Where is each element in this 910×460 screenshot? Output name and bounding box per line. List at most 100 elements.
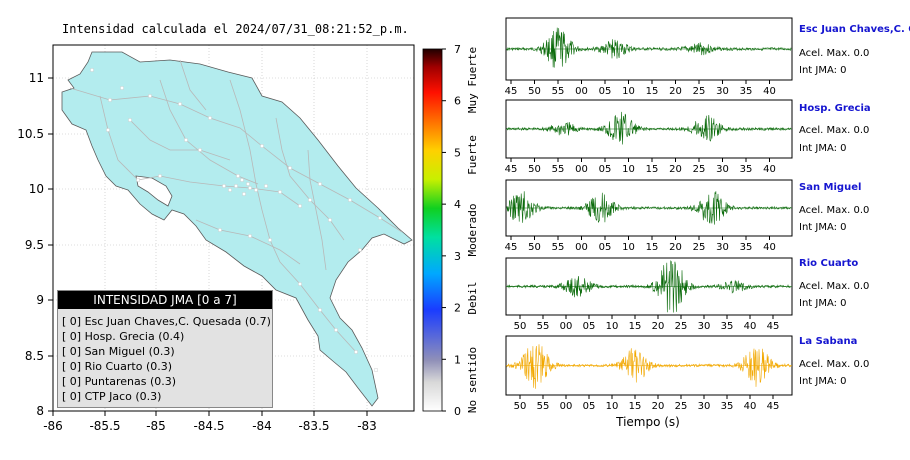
time-tick-label: 45 [767,401,780,412]
time-tick-label: 30 [716,164,729,175]
map-x-tick-label: -86 [43,419,63,433]
colorbar-tick-label: 1 [454,353,461,366]
colorbar-tick-label: 0 [454,405,461,418]
road-network [69,59,403,353]
time-tick-label: 15 [646,242,659,253]
colorbar-ticks: 0 1 2 3 4 5 6 7 [442,43,461,418]
station-intensity: Int JMA: 0 [799,222,847,233]
map-y-tick-label: 8 [36,404,44,418]
intensity-legend: INTENSIDAD JMA [0 a 7] [ 0] Esc Juan Cha… [57,290,273,408]
waveform-panel: 50 55 00 05 10 15 20 25 30 35 40 45 [505,335,793,412]
map-x-tick-label: -85.5 [89,419,120,433]
station-intensity: Int JMA: 0 [799,143,847,154]
map-x-tick-label: -85 [146,419,166,433]
time-tick-label: 45 [767,321,780,332]
time-tick-label: 00 [575,242,588,253]
time-tick-label: 45 [505,86,518,97]
time-tick-label: 30 [698,401,711,412]
station-accel: Acel. Max. 0.0 [799,125,870,136]
time-tick-label: 15 [629,401,642,412]
map-y-tick-label: 11 [29,71,44,85]
time-tick-label: 40 [744,401,757,412]
station-intensity: Int JMA: 0 [799,65,847,76]
station-name: Rio Cuarto [799,258,859,269]
time-tick-label: 30 [716,242,729,253]
waveform-panel: 50 55 00 05 10 15 20 25 30 35 40 45 [505,257,793,332]
station-name: Esc Juan Chaves,C. Qu [799,24,910,35]
station-intensity: Int JMA: 0 [799,298,847,309]
colorbar-tick-label: 2 [454,302,461,315]
colorbar-tick-label: 5 [454,146,461,159]
intensity-colorbar: 0 1 2 3 4 5 6 7 No sentido Debil Moderado Fuerte Mu… [422,43,479,418]
time-tick-label: 15 [646,86,659,97]
town-markers [90,68,382,372]
time-tick-label: 20 [669,86,682,97]
time-tick-label: 05 [583,321,596,332]
colorbar-tick-label: 3 [454,250,461,263]
map-title: Intensidad calculada el 2024/07/31_08:21… [62,22,409,36]
time-tick-label: 40 [763,242,776,253]
time-tick-label: 00 [575,164,588,175]
time-tick-label: 15 [646,164,659,175]
station-accel: Acel. Max. 0.0 [799,205,870,216]
time-tick-label: 20 [669,242,682,253]
time-tick-label: 50 [528,242,541,253]
costa-rica-land [61,51,413,407]
time-tick-label: 55 [552,86,565,97]
time-tick-label: 10 [622,242,635,253]
time-tick-label: 40 [744,321,757,332]
station-accel: Acel. Max. 0.0 [799,359,870,370]
time-tick-label: 40 [763,86,776,97]
time-tick-label: 50 [514,321,527,332]
legend-item: [ 0] Hosp. Grecia (0.4) [62,330,185,343]
time-tick-label: 05 [599,86,612,97]
time-tick-label: 50 [528,164,541,175]
time-tick-label: 25 [693,86,706,97]
waveform-trace [506,260,792,313]
time-tick-label: 00 [560,401,573,412]
colorbar-tick-label: 4 [454,198,461,211]
time-tick-label: 30 [698,321,711,332]
time-tick-label: 25 [693,164,706,175]
colorbar-category-label: Debil [466,281,479,314]
waveform-panel: 45 50 55 00 05 10 15 20 25 30 35 40 [505,99,793,175]
map-y-tick-label: 8.5 [25,349,44,363]
legend-item: [ 0] Esc Juan Chaves,C. Quesada (0.7) [62,315,271,328]
time-tick-label: 25 [693,242,706,253]
time-tick-label: 00 [560,321,573,332]
colorbar-category-label: No sentido [466,347,479,413]
colorbar-category-label: Muy Fuerte [466,47,479,113]
waveform-panels: 45 50 55 00 05 10 15 20 25 30 35 40 45 50 55 00 05 10 15 20… [505,17,793,412]
map-x-tick-label: -83 [357,419,377,433]
time-tick-label: 35 [740,164,753,175]
time-tick-label: 20 [669,164,682,175]
map-x-tick-label: -84.5 [193,419,224,433]
map-y-tick-label: 9.5 [25,238,44,252]
colorbar-tick-label: 7 [454,43,461,56]
legend-item: [ 0] San Miguel (0.3) [62,345,175,358]
time-tick-label: 35 [721,321,734,332]
time-tick-label: 45 [505,164,518,175]
map-y-tick-label: 9 [36,293,44,307]
colorbar-labels: No sentido Debil Moderado Fuerte Muy Fuerte [466,47,479,413]
time-tick-label: 05 [599,164,612,175]
station-accel: Acel. Max. 0.0 [799,281,870,292]
time-axis-label: Tiempo (s) [615,415,680,429]
station-name: Hosp. Grecia [799,103,871,114]
time-tick-label: 50 [528,86,541,97]
time-tick-label: 00 [575,86,588,97]
time-tick-label: 05 [599,242,612,253]
map-y-tick-label: 10.5 [17,127,44,141]
station-name: La Sabana [799,336,858,347]
map-y-tick-label: 10 [29,182,44,196]
map-x-tick-label: -83.5 [298,419,329,433]
colorbar-tick-label: 6 [454,95,461,108]
time-tick-label: 35 [740,86,753,97]
time-tick-label: 05 [583,401,596,412]
time-tick-label: 30 [716,86,729,97]
time-tick-label: 20 [652,321,665,332]
legend-item: [ 0] Puntarenas (0.3) [62,375,177,388]
waveform-panel: 45 50 55 00 05 10 15 20 25 30 35 40 [505,17,793,97]
time-tick-label: 50 [514,401,527,412]
